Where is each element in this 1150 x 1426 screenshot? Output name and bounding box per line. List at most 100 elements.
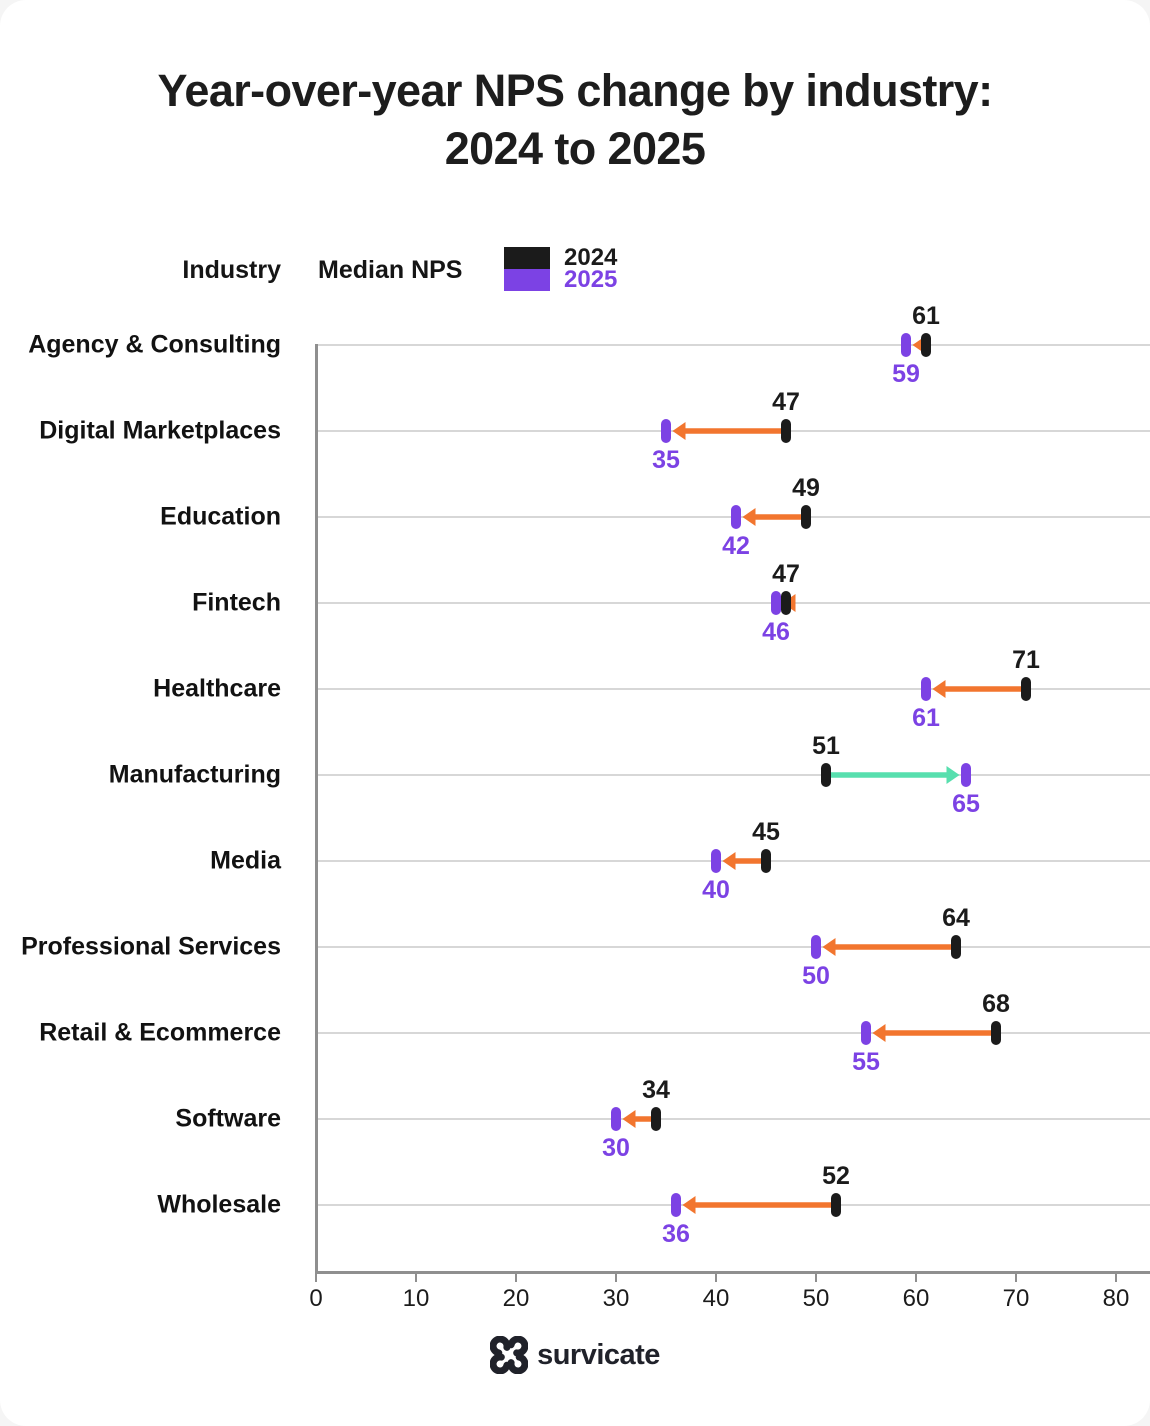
industry-label: Media — [210, 846, 281, 875]
industry-label: Digital Marketplaces — [39, 416, 281, 445]
nps-2024-value: 64 — [942, 904, 970, 932]
nps-2024-value: 49 — [792, 474, 820, 502]
nps-2024-value: 47 — [772, 560, 800, 588]
nps-2024-marker — [651, 1107, 661, 1131]
nps-2024-value: 68 — [982, 990, 1010, 1018]
x-axis-line — [315, 1271, 1150, 1274]
nps-2024-marker — [991, 1021, 1001, 1045]
chart-title: Year-over-year NPS change by industry: 2… — [0, 62, 1150, 178]
x-axis-tick-label: 20 — [502, 1285, 530, 1312]
gridline — [316, 1118, 1150, 1120]
nps-2024-value: 45 — [752, 818, 780, 846]
nps-2025-value: 36 — [662, 1220, 690, 1248]
x-axis-tick — [315, 1274, 317, 1282]
nps-2024-value: 71 — [1012, 646, 1040, 674]
x-axis-tick-label: 0 — [309, 1285, 323, 1312]
industry-label: Education — [160, 502, 281, 531]
legend-swatch-2024 — [504, 247, 550, 269]
x-axis-tick — [715, 1274, 717, 1282]
x-axis-tick-label: 40 — [702, 1285, 730, 1312]
gridline — [316, 774, 1150, 776]
legend-label-2025: 2025 — [564, 266, 618, 293]
nps-2024-value: 34 — [642, 1076, 670, 1104]
survicate-logo-icon — [490, 1336, 529, 1374]
industry-label: Healthcare — [153, 674, 281, 703]
nps-2025-marker — [771, 591, 781, 615]
legend-swatches — [504, 247, 550, 291]
y-axis-line — [315, 344, 318, 1274]
nps-2024-marker — [781, 591, 791, 615]
gridline — [316, 430, 1150, 432]
nps-2024-marker — [831, 1193, 841, 1217]
nps-2025-value: 65 — [952, 790, 980, 818]
industry-label: Manufacturing — [108, 760, 281, 789]
nps-2024-marker — [821, 763, 831, 787]
nps-2025-marker — [901, 333, 911, 357]
x-axis-tick-label: 50 — [802, 1285, 830, 1312]
x-axis-tick — [615, 1274, 617, 1282]
column-header-median-nps: Median NPS — [318, 256, 463, 284]
nps-2025-value: 35 — [652, 446, 680, 474]
nps-2024-marker — [951, 935, 961, 959]
chart-title-line1: Year-over-year NPS change by industry: — [157, 65, 993, 116]
industry-label: Professional Services — [21, 932, 281, 961]
nps-2025-marker — [611, 1107, 621, 1131]
x-axis-tick — [815, 1274, 817, 1282]
x-axis-tick — [1015, 1274, 1017, 1282]
x-axis-tick — [1115, 1274, 1117, 1282]
nps-2024-marker — [801, 505, 811, 529]
x-axis-tick-label: 30 — [602, 1285, 630, 1312]
nps-2025-marker — [661, 419, 671, 443]
nps-2024-marker — [1021, 677, 1031, 701]
nps-2025-marker — [711, 849, 721, 873]
nps-2025-value: 46 — [762, 618, 790, 646]
x-axis-tick — [415, 1274, 417, 1282]
nps-2025-value: 61 — [912, 704, 940, 732]
nps-2025-marker — [861, 1021, 871, 1045]
nps-2025-value: 50 — [802, 962, 830, 990]
gridline — [316, 946, 1150, 948]
industry-label: Agency & Consulting — [28, 330, 281, 359]
nps-2025-value: 59 — [892, 360, 920, 388]
gridline — [316, 344, 1150, 346]
x-axis-tick-label: 10 — [402, 1285, 430, 1312]
industry-label: Wholesale — [157, 1190, 281, 1219]
x-axis-tick-label: 70 — [1002, 1285, 1030, 1312]
chart-title-line2: 2024 to 2025 — [444, 123, 706, 174]
nps-2025-value: 42 — [722, 532, 750, 560]
nps-2025-marker — [811, 935, 821, 959]
nps-2024-marker — [761, 849, 771, 873]
x-axis-tick — [515, 1274, 517, 1282]
x-axis-tick-label: 80 — [1102, 1285, 1130, 1312]
legend-swatch-2025 — [504, 269, 550, 291]
industry-label: Fintech — [192, 588, 281, 617]
nps-2025-value: 30 — [602, 1134, 630, 1162]
nps-2024-marker — [921, 333, 931, 357]
nps-2025-marker — [731, 505, 741, 529]
legend-labels: 2024 2025 — [564, 244, 618, 293]
nps-2024-value: 51 — [812, 732, 840, 760]
column-header-industry: Industry — [182, 256, 281, 284]
nps-2025-value: 55 — [852, 1048, 880, 1076]
legend: 2024 2025 — [504, 244, 618, 293]
nps-2024-value: 52 — [822, 1162, 850, 1190]
nps-2025-marker — [961, 763, 971, 787]
nps-2024-marker — [781, 419, 791, 443]
industry-label: Retail & Ecommerce — [39, 1018, 281, 1047]
brand-footer: survicate — [0, 1336, 1150, 1374]
nps-2025-value: 40 — [702, 876, 730, 904]
brand-name: survicate — [537, 1338, 660, 1371]
x-axis-tick — [915, 1274, 917, 1282]
legend-label-2024: 2024 — [564, 244, 618, 271]
nps-2025-marker — [921, 677, 931, 701]
gridline — [316, 602, 1150, 604]
gridline — [316, 688, 1150, 690]
gridline — [316, 860, 1150, 862]
nps-2024-value: 47 — [772, 388, 800, 416]
gridline — [316, 1204, 1150, 1206]
x-axis-tick-label: 60 — [902, 1285, 930, 1312]
gridline — [316, 1032, 1150, 1034]
nps-2025-marker — [671, 1193, 681, 1217]
